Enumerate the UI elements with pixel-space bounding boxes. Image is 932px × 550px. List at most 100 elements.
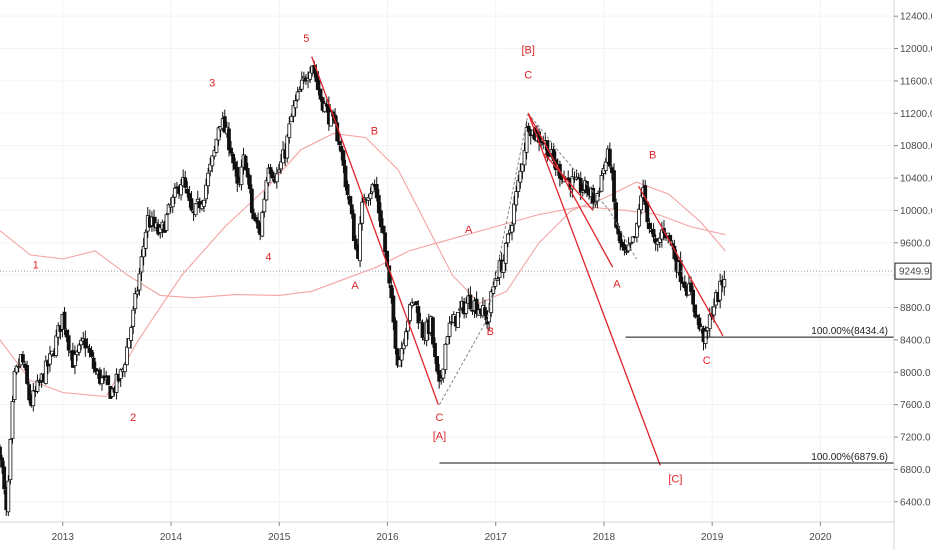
candle-body: [618, 231, 623, 244]
candle-body: [222, 116, 227, 133]
candle-body: [291, 105, 296, 117]
candle-body: [118, 369, 123, 380]
candle-body: [62, 311, 67, 330]
candle-body: [435, 356, 439, 372]
trendline: [638, 185, 724, 337]
candle-body: [208, 163, 213, 172]
candle-body: [520, 163, 525, 173]
candle-body: [420, 322, 425, 339]
candle-body: [383, 232, 387, 253]
dashed-wave-line: [527, 112, 637, 260]
candle-body: [48, 353, 52, 365]
candle-body: [547, 155, 552, 158]
y-tick-label: 6400.0: [900, 497, 931, 508]
candle-body: [397, 359, 402, 367]
candle-body: [131, 309, 136, 327]
candle-body: [566, 177, 571, 180]
candle-body: [152, 216, 156, 227]
candle-body: [166, 204, 171, 215]
candle-body: [505, 233, 510, 244]
candle-body: [129, 327, 134, 341]
candle-body: [16, 366, 21, 369]
candle-body: [316, 79, 321, 91]
grid: [0, 0, 894, 522]
candle-body: [212, 150, 217, 157]
wave-label: A: [465, 224, 473, 236]
price-axis[interactable]: 6400.0 6800.0 7200.0 7600.0 8000.0 8400.0 8800…: [894, 12, 932, 509]
wave-label: B: [371, 125, 378, 137]
candle-body: [441, 368, 446, 379]
candle-body: [100, 377, 104, 385]
candle-body: [510, 225, 514, 233]
wave-label: C: [435, 412, 443, 424]
candle-body: [172, 187, 177, 198]
x-tick-label: 2019: [701, 532, 724, 543]
candle-body: [603, 161, 608, 172]
x-tick-label: 2013: [52, 532, 75, 543]
candle-body: [73, 353, 77, 367]
candle-body: [270, 171, 275, 179]
candle-body: [443, 343, 448, 370]
candle-body: [50, 350, 54, 356]
candle-body: [464, 302, 469, 314]
candle-body: [6, 480, 11, 513]
candle-body: [274, 173, 279, 183]
candles: [0, 60, 727, 516]
candle-body: [693, 304, 698, 318]
candle-body: [64, 329, 69, 338]
candle-body: [458, 308, 462, 311]
candle-body: [89, 349, 94, 357]
wave-label: B: [487, 326, 494, 338]
candle-body: [10, 401, 15, 439]
candle-body: [254, 217, 258, 222]
candle-body: [122, 364, 127, 372]
candle-body: [439, 377, 444, 381]
candle-body: [343, 165, 348, 188]
candle-body: [339, 145, 344, 153]
candle-body: [233, 161, 238, 170]
candle-body: [612, 170, 616, 202]
candle-body: [262, 198, 267, 213]
candle-body: [43, 360, 48, 384]
candle-body: [337, 140, 342, 145]
candle-body: [187, 193, 192, 202]
x-tick-label: 2016: [376, 532, 399, 543]
candle-body: [599, 175, 604, 192]
x-tick-label: 2018: [593, 532, 616, 543]
candle-body: [570, 176, 575, 190]
candle-body: [189, 198, 194, 211]
candle-body: [368, 193, 373, 200]
wave-label: C: [524, 70, 532, 82]
candle-body: [252, 212, 256, 220]
target-label: 100.00%(6879.6): [811, 452, 888, 463]
candle-body: [610, 167, 614, 174]
candle-body: [214, 138, 219, 153]
candle-body: [403, 331, 408, 347]
wave-label: A: [351, 280, 359, 292]
candle-body: [399, 348, 404, 361]
candle-body: [393, 320, 398, 349]
candle-body: [75, 351, 79, 356]
wave-label: [B]: [521, 44, 534, 56]
candle-body: [659, 229, 664, 240]
candle-body: [114, 373, 119, 393]
candle-body: [657, 237, 662, 243]
candle-body: [98, 369, 102, 384]
candle-body: [585, 181, 589, 194]
candle-body: [351, 213, 356, 242]
candle-body: [247, 175, 252, 190]
last-price-box: [894, 262, 932, 280]
candle-body: [578, 177, 583, 193]
x-tick-label: 2014: [160, 532, 183, 543]
candle-body: [647, 222, 652, 230]
candle-body: [322, 103, 327, 113]
last-price-marker: 9249.9: [0, 262, 932, 280]
time-axis[interactable]: 2013 2014 2015 2016 2017 2018 2019 2020: [52, 522, 832, 543]
candle-body: [691, 289, 696, 305]
y-tick-label: 7600.0: [900, 400, 931, 411]
x-tick-label: 2017: [485, 532, 508, 543]
candle-body: [512, 203, 517, 225]
candle-body: [395, 348, 400, 366]
candle-body: [433, 343, 437, 358]
